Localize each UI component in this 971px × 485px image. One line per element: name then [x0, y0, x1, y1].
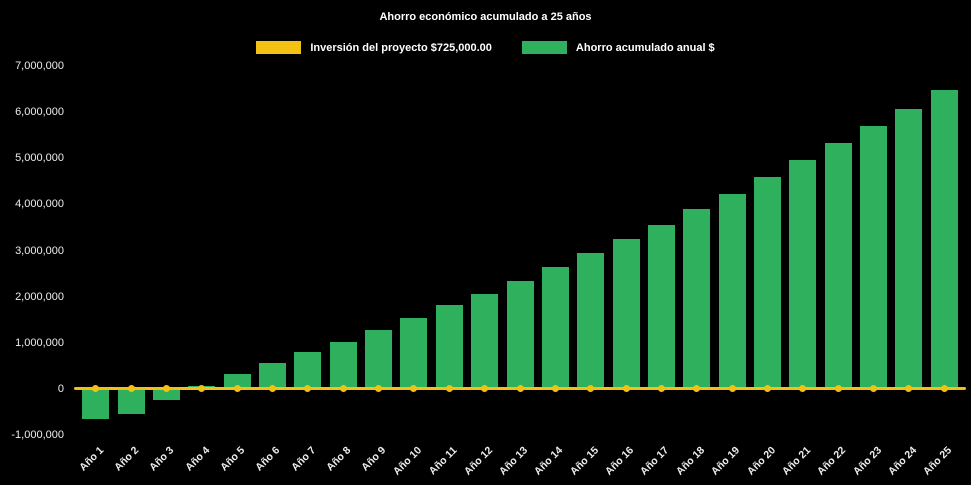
x-tick-label: Año 12 [461, 444, 495, 478]
x-tick-label: Año 13 [496, 444, 531, 478]
bar-año-7 [294, 351, 322, 389]
bar-año-20 [754, 176, 782, 389]
x-tick-label: Año 9 [359, 444, 389, 474]
x-tick-label: Año 1 [76, 444, 106, 474]
investment-line-marker-icon [268, 385, 276, 393]
investment-line-swatch-icon [256, 41, 302, 54]
bar-año-21 [789, 159, 817, 389]
legend-label-savings: Ahorro acumulado anual $ [575, 41, 715, 54]
x-tick-label: Año 15 [567, 444, 601, 478]
savings-bar-swatch-icon [521, 41, 567, 54]
x-tick-label: Año 14 [532, 444, 566, 478]
y-tick-label: 4,000,000 [15, 198, 64, 211]
bar-año-17 [647, 224, 675, 389]
bar-año-16 [612, 238, 640, 389]
chart-title: Ahorro económico acumulado a 25 años [379, 11, 592, 23]
bar-año-3 [152, 388, 180, 401]
investment-line-marker-icon [92, 385, 100, 393]
x-tick-label: Año 2 [112, 444, 142, 474]
y-tick-label: 6,000,000 [15, 106, 64, 119]
x-tick-label: Año 23 [850, 444, 884, 478]
y-tick-label: -1,000,000 [11, 429, 64, 441]
legend-item-savings: Ahorro acumulado anual $ [521, 41, 715, 54]
x-tick-label: Año 18 [673, 444, 707, 478]
investment-line-marker-icon [587, 385, 595, 393]
investment-line-marker-icon [834, 385, 842, 393]
bar-año-11 [435, 304, 463, 389]
x-tick-label: Año 21 [779, 444, 813, 478]
bar-año-9 [365, 329, 393, 389]
x-tick-label: Año 10 [390, 444, 424, 478]
investment-line-marker-icon [622, 385, 630, 393]
investment-line-marker-icon [445, 385, 453, 393]
x-tick-label: Año 17 [638, 444, 672, 478]
y-tick-label: 0 [57, 382, 64, 395]
legend-item-investment: Inversión del proyecto $725,000.00 [256, 41, 492, 54]
investment-line-marker-icon [198, 385, 206, 393]
bar-año-8 [329, 341, 357, 389]
legend-label-investment: Inversión del proyecto $725,000.00 [310, 41, 492, 54]
x-tick-label: Año 25 [921, 444, 955, 478]
bar-año-5 [223, 374, 251, 389]
investment-line-marker-icon [693, 385, 701, 393]
bar-año-14 [541, 266, 569, 389]
x-tick-label: Año 4 [182, 444, 212, 474]
investment-line-marker-icon [481, 385, 489, 393]
bar-año-19 [718, 193, 746, 389]
x-tick-label: Año 16 [602, 444, 637, 478]
bar-año-13 [506, 280, 534, 389]
x-tick-label: Año 19 [709, 444, 743, 478]
bar-año-23 [860, 125, 888, 389]
investment-line-marker-icon [339, 385, 347, 393]
y-tick-label: 2,000,000 [15, 290, 64, 303]
x-tick-label: Año 24 [885, 444, 920, 478]
bar-año-18 [683, 208, 711, 389]
x-tick-label: Año 3 [147, 444, 177, 474]
investment-line-marker-icon [375, 385, 383, 393]
bar-año-6 [258, 363, 286, 389]
bar-año-15 [577, 252, 605, 389]
y-tick-label: 1,000,000 [15, 336, 64, 349]
chart-legend: Inversión del proyecto $725,000.00 Ahorr… [0, 41, 971, 54]
investment-line-marker-icon [657, 385, 665, 393]
x-tick-label: Año 11 [426, 444, 460, 478]
investment-line-marker-icon [410, 385, 418, 393]
x-tick-label: Año 7 [288, 444, 318, 474]
investment-line-marker-icon [233, 385, 241, 393]
x-tick-label: Año 8 [324, 444, 354, 474]
y-tick-label: 7,000,000 [15, 60, 64, 72]
x-tick-label: Año 6 [253, 444, 283, 474]
investment-line-marker-icon [940, 385, 948, 393]
bar-año-22 [824, 143, 852, 389]
investment-line-marker-icon [516, 385, 524, 393]
bar-año-2 [117, 388, 145, 415]
investment-line-marker-icon [304, 385, 312, 393]
y-tick-label: 3,000,000 [15, 244, 64, 257]
x-tick-label: Año 22 [815, 444, 849, 478]
investment-line-marker-icon [870, 385, 878, 393]
bar-año-25 [930, 89, 958, 389]
bar-año-1 [82, 388, 110, 419]
investment-line-marker-icon [127, 385, 135, 393]
bar-año-24 [895, 108, 923, 389]
x-tick-label: Año 5 [218, 444, 248, 474]
bar-año-12 [471, 293, 499, 389]
investment-line-marker-icon [728, 385, 736, 393]
investment-line-marker-icon [905, 385, 913, 393]
plot-area [74, 66, 966, 435]
y-axis: -1,000,000 0 1,000,000 2,000,000 3,000,000 4,… [0, 60, 66, 441]
investment-line-marker-icon [764, 385, 772, 393]
x-tick-label: Año 20 [744, 444, 778, 478]
y-tick-label: 5,000,000 [15, 152, 64, 165]
bar-año-10 [400, 317, 428, 389]
investment-line-marker-icon [162, 385, 170, 393]
x-axis: Año 1 Año 2 Año 3 Año 4 Año 5 Año 6 Año 7 Año 8… [76, 435, 962, 485]
investment-line-marker-icon [551, 385, 559, 393]
investment-line-marker-icon [799, 385, 807, 393]
